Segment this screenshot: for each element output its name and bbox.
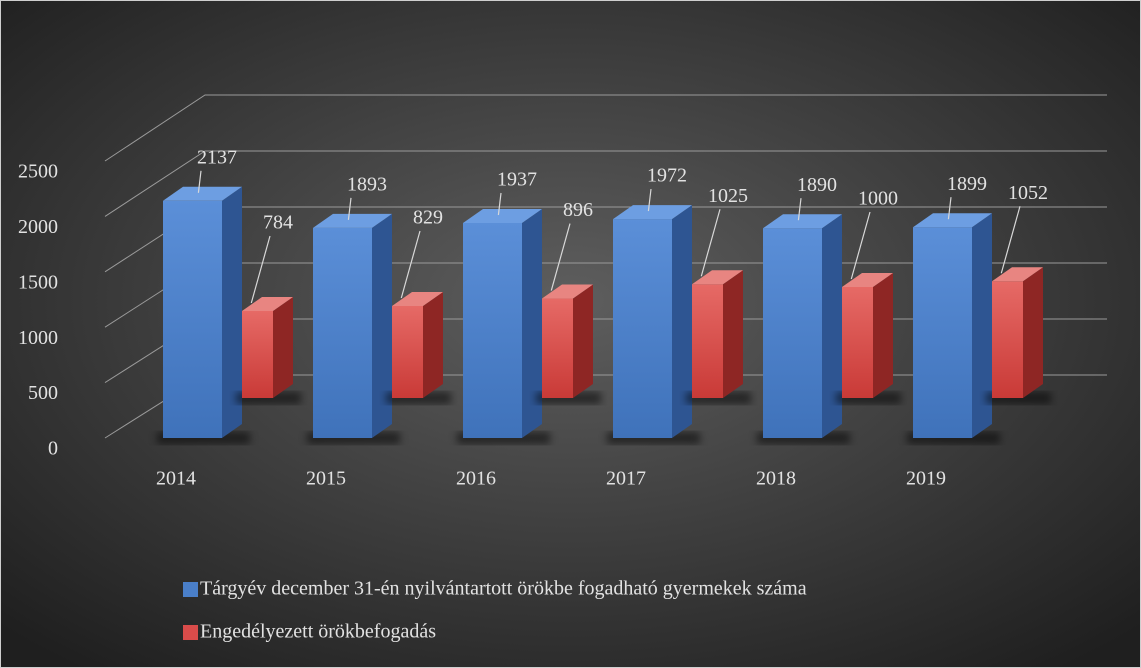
bar [313, 227, 372, 438]
bar-top [542, 284, 593, 299]
bar-side [822, 214, 842, 438]
grid-line [104, 150, 1107, 217]
bar [692, 284, 723, 398]
bar [763, 228, 822, 438]
x-tick-label: 2017 [606, 468, 646, 490]
bar [163, 200, 222, 438]
bar-side [522, 208, 542, 438]
bar [392, 305, 423, 398]
value-label: 829 [413, 207, 443, 229]
bar-top [463, 208, 542, 223]
y-tick-label: 0 [48, 438, 58, 460]
value-label: 1025 [708, 185, 748, 207]
y-tick-label: 2500 [18, 161, 58, 183]
bar-top [163, 186, 242, 201]
value-label: 1000 [858, 188, 898, 210]
x-tick-label: 2019 [906, 468, 946, 490]
bar-side [573, 284, 593, 398]
value-label: 1972 [647, 165, 687, 187]
leader-line [550, 223, 571, 291]
bar-side [723, 270, 743, 398]
legend-label: Tárgyév december 31-én nyilvántartott ör… [200, 578, 807, 600]
x-tick-label: 2016 [456, 468, 496, 490]
value-label: 1899 [947, 173, 987, 195]
bar [463, 222, 522, 438]
bar-side [873, 273, 893, 398]
bar-top [613, 205, 692, 220]
bar [842, 287, 873, 398]
bar [992, 281, 1023, 398]
leader-line [497, 192, 502, 216]
bar-side [372, 213, 392, 438]
bar-top [763, 214, 842, 229]
bar-top [992, 267, 1043, 282]
bar-top [242, 296, 293, 311]
value-label: 1937 [497, 169, 537, 191]
y-tick-label: 1000 [18, 327, 58, 349]
leader-line [647, 189, 652, 212]
leader-line [400, 230, 421, 299]
x-tick-label: 2014 [156, 468, 196, 490]
value-label: 1052 [1008, 182, 1048, 204]
value-label: 784 [263, 212, 293, 234]
bar-top [913, 213, 992, 228]
leader-line [1000, 206, 1021, 274]
value-label: 1890 [797, 174, 837, 196]
bar-side [672, 205, 692, 438]
bar-side [273, 296, 293, 398]
leader-line [700, 209, 721, 277]
x-tick-label: 2015 [306, 468, 346, 490]
bar [913, 227, 972, 438]
leader-line [347, 197, 352, 220]
y-tick-label: 2000 [18, 216, 58, 238]
bar [242, 310, 273, 398]
legend-swatch [183, 582, 198, 597]
value-label: 2137 [197, 146, 237, 168]
leader-line [850, 211, 871, 280]
bar [542, 298, 573, 398]
leader-line [947, 197, 952, 220]
x-tick-label: 2018 [756, 468, 796, 490]
bar-top [842, 273, 893, 287]
leader-line [250, 235, 271, 304]
grid-line [104, 94, 1107, 162]
bar-top [692, 270, 743, 285]
value-label: 1893 [347, 173, 387, 195]
bar-side [972, 213, 992, 438]
bar-side [222, 186, 242, 438]
legend-swatch [183, 625, 198, 640]
bar-top [392, 291, 443, 306]
bar-top [313, 213, 392, 228]
leader-line [197, 170, 202, 193]
y-tick-label: 1500 [18, 271, 58, 293]
value-label: 896 [563, 199, 593, 221]
leader-line [797, 198, 802, 221]
bar-side [423, 291, 443, 398]
y-tick-label: 500 [28, 382, 58, 404]
bar-side [1023, 267, 1043, 398]
bar [613, 219, 672, 438]
legend-label: Engedélyezett örökbefogadás [200, 621, 436, 643]
